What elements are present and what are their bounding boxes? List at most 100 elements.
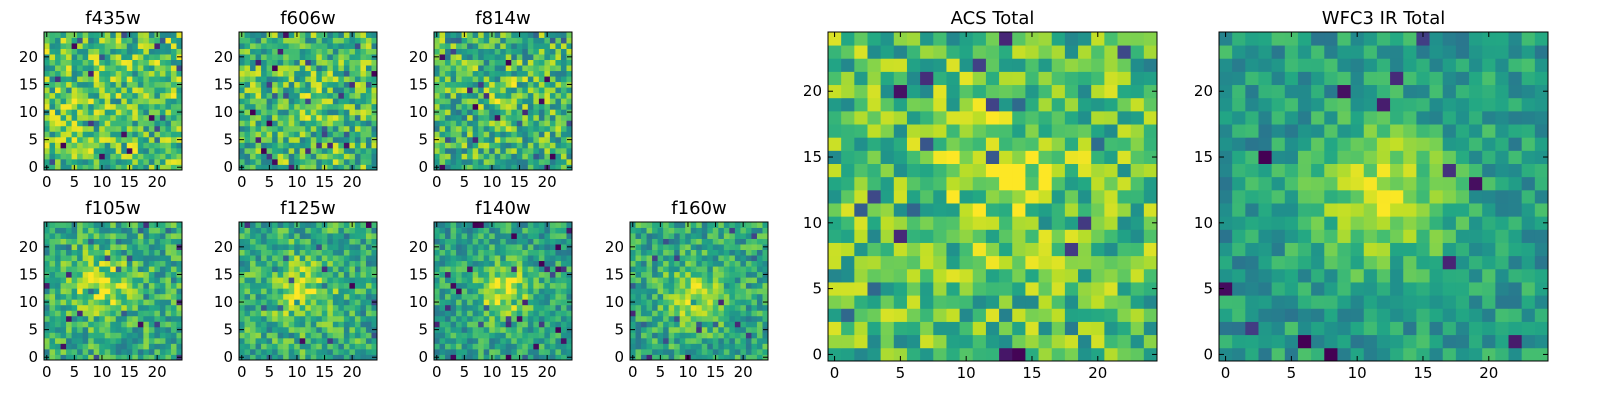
heatmap-cell	[49, 65, 56, 72]
heatmap-cell	[549, 277, 556, 284]
heatmap-cell	[1130, 295, 1145, 309]
heatmap-cell	[505, 277, 512, 284]
heatmap-cell	[55, 337, 61, 344]
heatmap-cell	[1064, 203, 1079, 217]
heatmap-cell	[745, 321, 752, 328]
heatmap-cell	[635, 354, 642, 361]
heatmap-cell	[294, 277, 301, 284]
heatmap-cell	[60, 222, 67, 228]
heatmap-cell	[740, 321, 747, 328]
heatmap-cell	[288, 103, 295, 110]
heatmap-cell	[332, 70, 339, 77]
heatmap-cell	[283, 37, 290, 44]
heatmap-cell	[316, 233, 323, 239]
heatmap-cell	[641, 249, 647, 256]
heatmap-cell	[365, 120, 372, 127]
heatmap-cell	[261, 271, 267, 278]
heatmap-cell	[44, 282, 50, 289]
heatmap-cell	[60, 164, 67, 171]
heatmap-cell	[60, 266, 67, 273]
heatmap-cell	[1130, 176, 1145, 191]
heatmap-cell	[354, 103, 361, 110]
heatmap-cell	[165, 164, 172, 171]
heatmap-cell	[77, 109, 84, 116]
heatmap-cell	[332, 332, 339, 339]
heatmap-cell	[266, 131, 273, 138]
heatmap-cell	[1038, 176, 1053, 191]
x-tick-label: 10	[482, 173, 501, 191]
heatmap-cell	[723, 310, 730, 317]
heatmap-cell	[266, 299, 273, 306]
heatmap-cell	[555, 98, 562, 105]
heatmap-cell	[121, 48, 128, 55]
heatmap-cell	[159, 348, 166, 355]
heatmap-cell	[71, 43, 78, 49]
heatmap-cell	[434, 125, 440, 132]
heatmap-cell	[483, 304, 490, 311]
heatmap-cell	[93, 348, 100, 355]
heatmap-cell	[467, 48, 474, 55]
heatmap-cell	[99, 114, 106, 121]
heatmap-cell	[77, 65, 84, 72]
heatmap-cell	[445, 120, 451, 127]
heatmap-cell	[154, 37, 161, 44]
heatmap-cell	[305, 65, 312, 72]
heatmap-cell	[439, 310, 446, 317]
heatmap-cell	[1078, 203, 1092, 217]
heatmap-cell	[305, 147, 312, 154]
heatmap-cell	[82, 293, 89, 300]
heatmap-cell	[489, 125, 496, 132]
heatmap-cell	[310, 233, 317, 239]
heatmap-cell	[549, 76, 556, 83]
heatmap-cell	[299, 260, 306, 267]
heatmap-cell	[88, 337, 95, 344]
heatmap-cell	[533, 48, 540, 55]
axes-frame	[629, 221, 769, 361]
heatmap-cell	[516, 337, 523, 344]
heatmap-cell	[371, 142, 378, 149]
heatmap-cell	[999, 216, 1013, 230]
heatmap-cell	[893, 282, 908, 296]
heatmap-cell	[327, 354, 334, 361]
heatmap-cell	[472, 293, 479, 300]
heatmap-cell	[685, 321, 692, 328]
heatmap-cell	[762, 233, 769, 239]
heatmap-cell	[985, 242, 1000, 257]
heatmap-cell	[137, 310, 144, 317]
heatmap-cell	[560, 271, 567, 278]
heatmap-cell	[170, 153, 177, 160]
heatmap-cell	[516, 326, 523, 333]
heatmap-cell	[893, 203, 908, 217]
heatmap-cell	[159, 315, 166, 322]
heatmap-cell	[533, 87, 540, 94]
heatmap-cell	[360, 315, 367, 322]
heatmap-cell	[137, 348, 144, 355]
heatmap-cell	[505, 299, 512, 306]
heatmap-cell	[445, 65, 451, 72]
heatmap-cell	[494, 109, 501, 116]
heatmap-cell	[115, 125, 122, 132]
heatmap-cell	[132, 282, 139, 289]
heatmap-cell	[500, 164, 507, 171]
heatmap-cell	[360, 65, 367, 72]
heatmap-cell	[154, 48, 161, 55]
heatmap-cell	[288, 142, 295, 149]
heatmap-cell	[560, 158, 567, 165]
heatmap-cell	[261, 43, 267, 49]
heatmap-cell	[434, 255, 440, 262]
heatmap-cell	[544, 59, 551, 66]
heatmap-cell	[154, 326, 161, 333]
heatmap-cell	[93, 43, 100, 49]
heatmap-cell	[294, 315, 301, 322]
heatmap-cell	[434, 227, 440, 234]
heatmap-cell	[250, 277, 256, 284]
heatmap-cell	[148, 92, 155, 99]
heatmap-cell	[82, 142, 89, 149]
heatmap-cell	[143, 315, 150, 322]
heatmap-cell	[349, 255, 356, 262]
heatmap-cell	[44, 87, 50, 94]
heatmap-cell	[933, 229, 947, 243]
heatmap-cell	[365, 81, 372, 88]
heatmap-cell	[685, 282, 692, 289]
heatmap-cell	[104, 249, 111, 256]
